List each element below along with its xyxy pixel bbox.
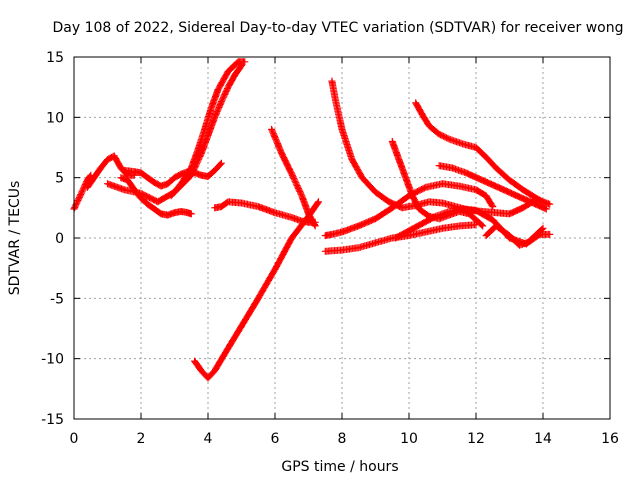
series-arc-6 bbox=[167, 58, 249, 200]
series-markers bbox=[191, 198, 322, 382]
x-tick-label: 10 bbox=[400, 431, 418, 447]
series-markers bbox=[328, 77, 540, 218]
axis-ticks: 0 2 4 6 8 10 12 14 16 -15 -10 -5 0 5 10 15 bbox=[41, 50, 619, 447]
data-series bbox=[70, 58, 554, 382]
x-axis-label: GPS time / hours bbox=[281, 459, 398, 475]
series-arc-9 bbox=[268, 125, 319, 230]
x-tick-label: 6 bbox=[271, 431, 280, 447]
series-markers bbox=[321, 180, 497, 240]
x-tick-label: 16 bbox=[601, 431, 619, 447]
series-markers bbox=[435, 162, 550, 213]
y-tick-label: 10 bbox=[46, 110, 64, 126]
y-axis-label: SDTVAR / TECUs bbox=[7, 181, 23, 296]
y-tick-label: 15 bbox=[46, 50, 64, 66]
series-arc-11 bbox=[321, 180, 497, 240]
y-tick-label: -5 bbox=[50, 291, 64, 307]
x-tick-label: 12 bbox=[467, 431, 485, 447]
chart-title: Day 108 of 2022, Sidereal Day-to-day VTE… bbox=[53, 20, 624, 36]
series-arc-4 bbox=[120, 159, 225, 190]
series-arc-16 bbox=[482, 222, 554, 249]
series-markers bbox=[412, 99, 554, 208]
y-tick-label: -15 bbox=[41, 412, 64, 428]
y-tick-label: 5 bbox=[55, 171, 64, 187]
series-arc-2 bbox=[83, 152, 138, 191]
x-tick-label: 0 bbox=[70, 431, 79, 447]
series-markers bbox=[120, 159, 225, 190]
x-tick-label: 14 bbox=[534, 431, 552, 447]
series-arc-10 bbox=[328, 77, 540, 218]
y-tick-label: 0 bbox=[55, 231, 64, 247]
series-arc-8 bbox=[191, 198, 322, 382]
x-tick-label: 2 bbox=[137, 431, 146, 447]
series-markers bbox=[268, 125, 319, 230]
x-tick-label: 4 bbox=[204, 431, 213, 447]
series-arc-17 bbox=[435, 162, 550, 213]
series-markers bbox=[83, 152, 138, 191]
series-arc-14 bbox=[412, 99, 554, 208]
series-markers bbox=[482, 222, 554, 249]
y-tick-label: -10 bbox=[41, 352, 64, 368]
series-markers bbox=[167, 58, 249, 200]
x-tick-label: 8 bbox=[338, 431, 347, 447]
